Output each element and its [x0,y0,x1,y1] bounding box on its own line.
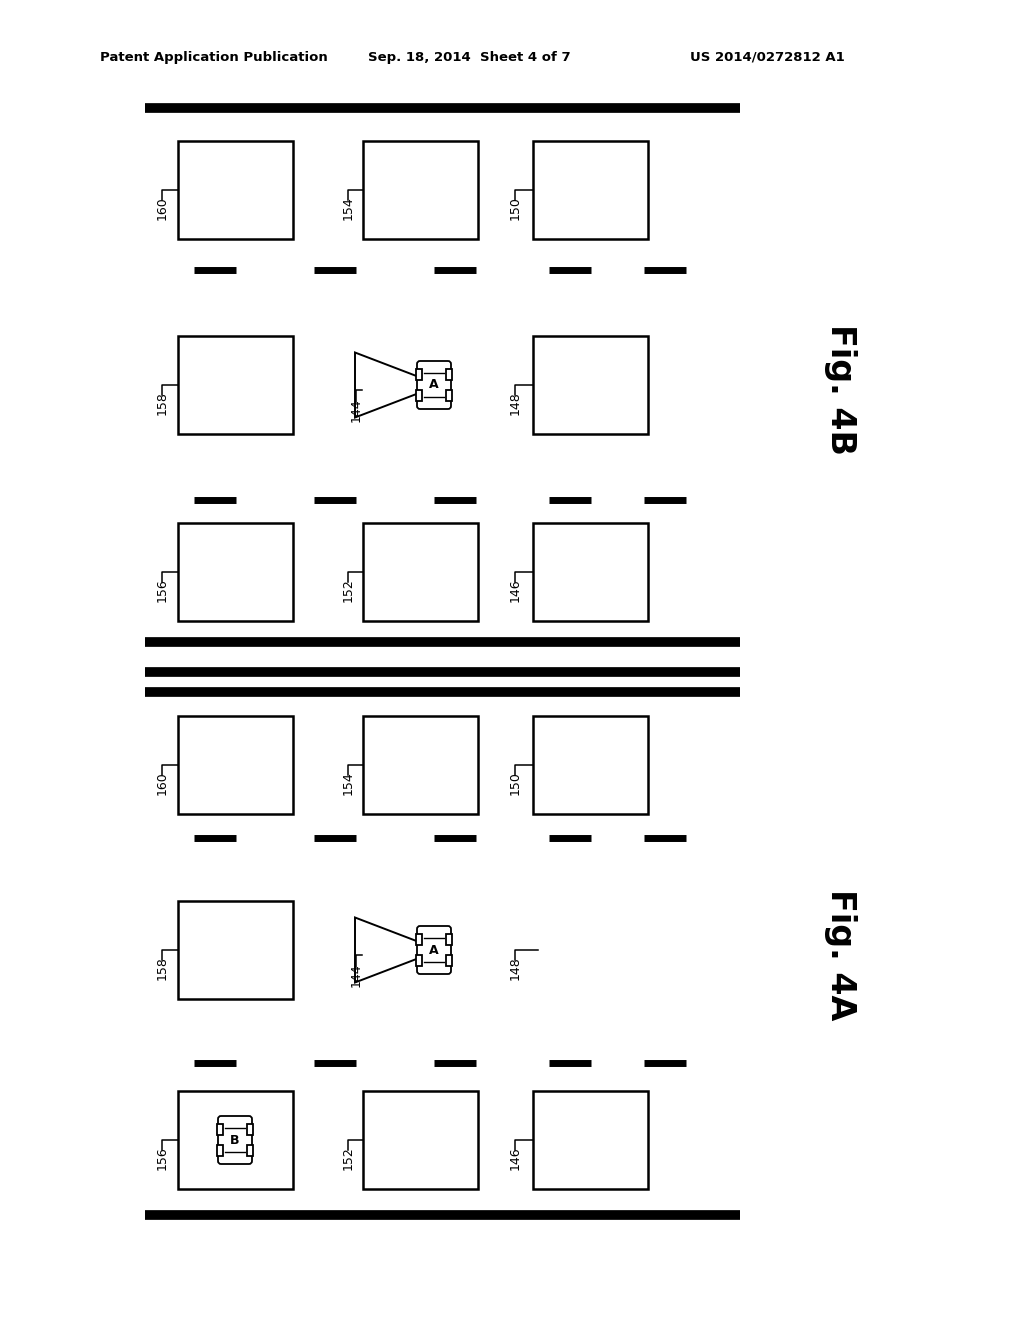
Text: A: A [429,379,439,392]
Text: B: B [230,1134,240,1147]
Bar [532,337,647,434]
Bar [217,1125,223,1135]
Bar [177,141,293,239]
FancyBboxPatch shape [417,360,451,409]
Bar [177,523,293,620]
FancyBboxPatch shape [218,1115,252,1164]
Bar [446,370,452,380]
Bar [446,389,452,401]
Bar [362,523,477,620]
Text: 154: 154 [341,197,354,220]
Text: Fig. 4B: Fig. 4B [823,325,856,455]
Bar [362,1092,477,1189]
Polygon shape [355,352,440,417]
Text: 148: 148 [509,391,521,414]
Text: 144: 144 [349,964,362,987]
Text: 152: 152 [341,1146,354,1170]
Bar [247,1125,253,1135]
Text: 160: 160 [156,197,169,220]
Text: 156: 156 [156,1146,169,1170]
Text: US 2014/0272812 A1: US 2014/0272812 A1 [690,50,845,63]
Bar [532,141,647,239]
Text: 150: 150 [509,771,521,795]
Bar [362,715,477,814]
Text: 150: 150 [509,197,521,220]
Text: 146: 146 [509,1146,521,1170]
Text: A: A [429,944,439,957]
FancyBboxPatch shape [417,927,451,974]
Text: 158: 158 [156,391,169,414]
Text: Sep. 18, 2014  Sheet 4 of 7: Sep. 18, 2014 Sheet 4 of 7 [368,50,570,63]
Bar [532,1092,647,1189]
Bar [217,1144,223,1156]
Bar [247,1144,253,1156]
Text: Patent Application Publication: Patent Application Publication [100,50,328,63]
Bar [416,935,422,945]
Text: 152: 152 [341,578,354,602]
Text: 154: 154 [341,771,354,795]
Bar [532,715,647,814]
Bar [446,935,452,945]
Text: 144: 144 [349,399,362,422]
Bar [362,141,477,239]
Polygon shape [355,917,440,982]
Bar [177,902,293,999]
Text: 156: 156 [156,578,169,602]
Bar [416,370,422,380]
Bar [177,337,293,434]
Text: Fig. 4A: Fig. 4A [823,890,856,1020]
Bar [416,954,422,966]
Bar [177,715,293,814]
Bar [532,523,647,620]
Bar [446,954,452,966]
Bar [416,389,422,401]
Text: 160: 160 [156,771,169,795]
Text: 148: 148 [509,956,521,979]
Bar [177,1092,293,1189]
Text: 158: 158 [156,956,169,979]
Text: 146: 146 [509,578,521,602]
